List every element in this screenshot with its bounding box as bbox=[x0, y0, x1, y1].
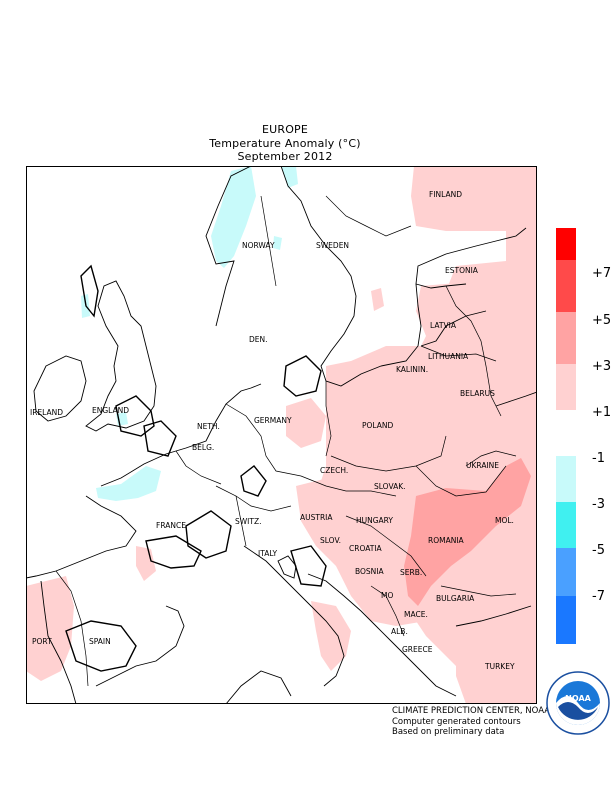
map-title-region: EUROPE bbox=[261, 123, 309, 136]
legend-box bbox=[556, 312, 576, 364]
label-bosnia: BOSNIA bbox=[355, 567, 384, 576]
noaa-logo: NOAA bbox=[546, 671, 610, 735]
label-poland: POLAND bbox=[362, 421, 394, 430]
map-frame bbox=[26, 166, 537, 704]
label-den: DEN. bbox=[249, 335, 268, 344]
label-lithuania: LITHUANIA bbox=[428, 352, 469, 361]
label-france: FRANCE bbox=[156, 521, 186, 530]
label-belg: BELG. bbox=[192, 443, 214, 452]
legend-label: +1 bbox=[592, 405, 612, 420]
anomaly-shading-sardinia bbox=[136, 546, 156, 581]
legend-label: -7 bbox=[592, 589, 605, 604]
label-switz: SWITZ. bbox=[235, 517, 262, 526]
anomaly-shading-turkey bbox=[456, 616, 537, 704]
legend-label: -5 bbox=[592, 543, 605, 558]
legend-box bbox=[556, 596, 576, 644]
legend-label: +7 bbox=[592, 266, 612, 281]
label-turkey: TURKEY bbox=[484, 662, 515, 671]
label-greece: GREECE bbox=[402, 645, 433, 654]
legend-box bbox=[556, 502, 576, 548]
map-title-variable: Temperature Anomaly (°C) bbox=[209, 136, 361, 150]
anomaly-shading-poland bbox=[326, 366, 446, 496]
anomaly-shading-sweden-south bbox=[371, 288, 384, 311]
label-mol: MOL. bbox=[495, 516, 514, 525]
label-mace: MACE. bbox=[404, 610, 428, 619]
label-ireland: IRELAND bbox=[30, 408, 63, 417]
anomaly-shading-france-brittany bbox=[96, 466, 161, 501]
map-title-block: EUROPE Temperature Anomaly (°C) Septembe… bbox=[150, 123, 420, 164]
label-germany: GERMANY bbox=[254, 416, 292, 425]
label-czech: CZECH. bbox=[320, 466, 348, 475]
logo-text: NOAA bbox=[565, 694, 591, 703]
label-serb: SERB. bbox=[400, 568, 422, 577]
credits-block: CLIMATE PREDICTION CENTER, NOAA Computer… bbox=[392, 706, 550, 738]
legend-box bbox=[556, 456, 576, 502]
legend-box bbox=[556, 260, 576, 312]
legend-box bbox=[556, 548, 576, 596]
label-norway: NORWAY bbox=[242, 241, 275, 250]
legend-label: +3 bbox=[592, 359, 612, 374]
label-austria: AUSTRIA bbox=[300, 513, 333, 522]
anomaly-shading-portugal bbox=[26, 576, 74, 681]
label-neth: NETH. bbox=[197, 422, 220, 431]
legend-box bbox=[556, 410, 576, 456]
label-slovak: SLOVAK. bbox=[374, 482, 406, 491]
credit-method: Computer generated contours bbox=[392, 716, 521, 727]
label-hungary: HUNGARY bbox=[356, 516, 393, 525]
label-belarus: BELARUS bbox=[460, 389, 495, 398]
coastlines bbox=[26, 166, 537, 704]
label-italy: ITALY bbox=[258, 549, 278, 558]
country-labels: FINLAND NORWAY SWEDEN ESTONIA LATVIA LIT… bbox=[30, 190, 515, 671]
label-slov: SLOV. bbox=[320, 536, 341, 545]
legend-box bbox=[556, 364, 576, 410]
national-borders bbox=[55, 195, 517, 687]
anomaly-shading-norway-coast bbox=[211, 166, 256, 268]
color-legend bbox=[556, 228, 576, 644]
label-croatia: CROATIA bbox=[349, 544, 383, 553]
label-mo: MO bbox=[381, 591, 393, 600]
label-spain: SPAIN bbox=[89, 637, 111, 646]
label-latvia: LATVIA bbox=[430, 321, 457, 330]
legend-label: +5 bbox=[592, 313, 612, 328]
legend-box bbox=[556, 228, 576, 260]
credit-source: CLIMATE PREDICTION CENTER, NOAA bbox=[392, 706, 551, 716]
label-port: PORT. bbox=[32, 637, 53, 646]
label-sweden: SWEDEN bbox=[316, 241, 349, 250]
anomaly-contours bbox=[65, 264, 327, 672]
label-alb: ALB. bbox=[391, 627, 408, 636]
legend-label: -3 bbox=[592, 497, 605, 512]
anomaly-shading-norway-north bbox=[281, 166, 298, 188]
anomaly-shading-germany-west bbox=[286, 398, 326, 448]
anomaly-map: FINLAND NORWAY SWEDEN ESTONIA LATVIA LIT… bbox=[26, 166, 537, 704]
legend-label: -1 bbox=[592, 451, 605, 466]
label-estonia: ESTONIA bbox=[445, 266, 479, 275]
anomaly-shading-norway-inland bbox=[273, 236, 282, 250]
label-ukraine: UKRAINE bbox=[466, 461, 499, 470]
label-romania: ROMANIA bbox=[428, 536, 465, 545]
credit-note: Based on preliminary data bbox=[392, 727, 505, 737]
label-england: ENGLAND bbox=[92, 406, 129, 415]
label-finland: FINLAND bbox=[429, 190, 462, 199]
label-bulgaria: BULGARIA bbox=[436, 594, 475, 603]
map-title-period: September 2012 bbox=[237, 150, 333, 163]
label-kalinin: KALININ. bbox=[396, 365, 428, 374]
anomaly-shading-italy-south bbox=[311, 601, 351, 671]
anomaly-shading-romania-core bbox=[404, 458, 531, 606]
anomaly-shading-baltic-east bbox=[416, 281, 496, 346]
